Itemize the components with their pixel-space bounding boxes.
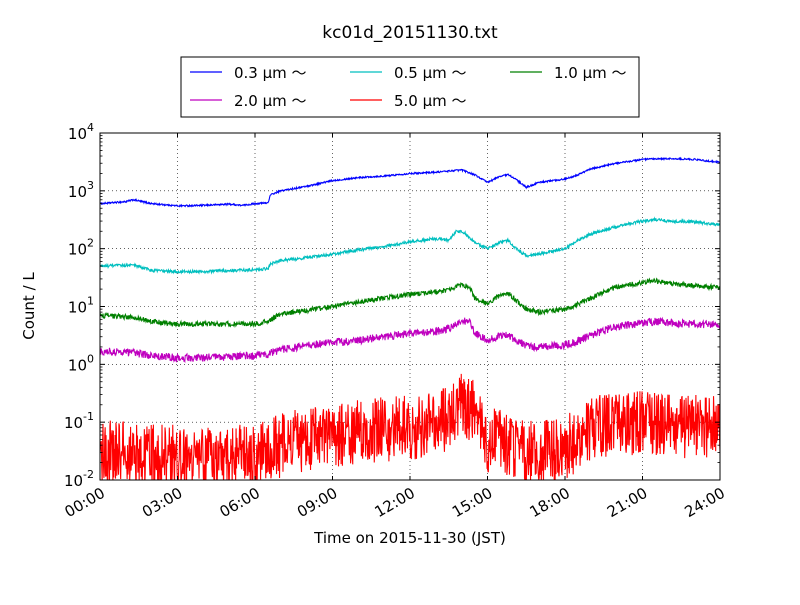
grid-lines <box>100 133 720 480</box>
y-axis-label: Count / L <box>20 272 38 340</box>
y-tick-label: 101 <box>68 295 94 317</box>
series-line <box>100 277 720 329</box>
legend-label: 5.0 μm ～ <box>394 92 467 110</box>
legend-label: 2.0 μm ～ <box>234 92 307 110</box>
x-tick-label: 06:00 <box>217 484 263 521</box>
series-line <box>100 216 720 275</box>
y-tick-label: 103 <box>68 179 94 201</box>
series-layer <box>100 156 720 480</box>
x-tick-label: 18:00 <box>527 484 573 521</box>
y-tick-label: 102 <box>68 237 94 259</box>
x-tick-label: 09:00 <box>294 484 340 521</box>
y-tick-label: 10-2 <box>64 468 94 490</box>
x-axis-tick-labels: 00:00 03:00 06:00 09:00 12:00 15:00 18:00 21:00… <box>62 484 728 521</box>
legend-label: 0.5 μm ～ <box>394 64 467 82</box>
series-line <box>100 373 720 480</box>
y-axis-tick-labels: 10-2 10-1 100 101 102 103 104 <box>64 121 94 490</box>
legend-box <box>180 56 640 118</box>
x-tick-label: 03:00 <box>139 484 185 521</box>
series-line <box>100 156 720 208</box>
y-tick-label: 100 <box>68 352 94 374</box>
series-line <box>100 316 720 364</box>
legend-label: 1.0 μm ～ <box>554 64 627 82</box>
legend-label: 0.3 μm ～ <box>234 64 307 82</box>
y-tick-label: 104 <box>68 121 94 143</box>
x-tick-label: 24:00 <box>682 484 728 521</box>
x-tick-label: 12:00 <box>372 484 418 521</box>
legend: 0.3 μm ～ 0.5 μm ～ 1.0 μm ～ 2.0 μm ～ 5.0 μm ～ <box>180 56 640 118</box>
x-tick-label: 21:00 <box>604 484 650 521</box>
x-tick-label: 15:00 <box>449 484 495 521</box>
axis-ticks <box>99 132 721 481</box>
chart-title: kc01d_20151130.txt <box>322 23 498 43</box>
x-axis-label: Time on 2015-11-30 (JST) <box>313 529 506 547</box>
y-tick-label: 10-1 <box>64 410 94 432</box>
